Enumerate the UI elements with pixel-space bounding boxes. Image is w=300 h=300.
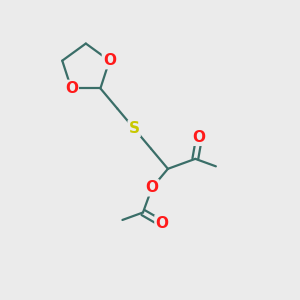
Text: O: O: [146, 180, 158, 195]
Text: O: O: [65, 81, 78, 96]
Text: O: O: [193, 130, 206, 145]
Text: O: O: [103, 53, 116, 68]
Text: O: O: [155, 216, 168, 231]
Text: S: S: [129, 121, 140, 136]
